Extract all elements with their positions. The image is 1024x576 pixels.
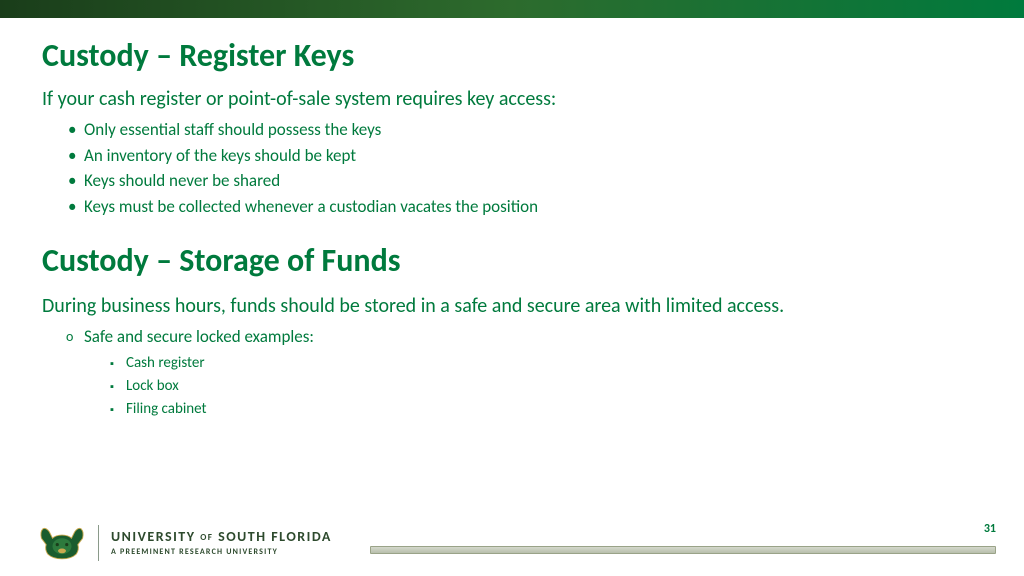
top-gradient-bar [0,0,1024,18]
bullets-register-keys: Only essential staff should possess the … [42,117,982,219]
list-item: Safe and secure locked examples: Cash re… [84,324,982,421]
slide-content: Custody – Register Keys If your cash reg… [0,18,1024,421]
sublist-label: Safe and secure locked examples: [84,326,314,347]
university-name: UNIVERSITY OF SOUTH FLORIDA [111,530,332,544]
intro-storage-funds: During business hours, funds should be s… [42,294,982,318]
heading-storage-funds: Custody – Storage of Funds [42,241,982,280]
usf-logo: UNIVERSITY OF SOUTH FLORIDA A PREEMINENT… [38,524,332,562]
university-tagline: A PREEMINENT RESEARCH UNIVERSITY [111,547,332,557]
list-item: Keys should never be shared [84,168,982,194]
slide-footer: UNIVERSITY OF SOUTH FLORIDA A PREEMINENT… [0,512,1024,562]
list-item: An inventory of the keys should be kept [84,143,982,169]
sublist-storage: Safe and secure locked examples: Cash re… [42,324,982,421]
univ-post: SOUTH FLORIDA [218,528,332,545]
list-item: Keys must be collected whenever a custod… [84,194,982,220]
intro-register-keys: If your cash register or point-of-sale s… [42,87,982,111]
examples-list: Cash register Lock box Filing cabinet [84,352,982,422]
list-item: Cash register [126,352,982,375]
logo-divider [98,525,99,561]
footer-bar [370,546,996,554]
list-item: Lock box [126,375,982,398]
list-item: Filing cabinet [126,398,982,421]
heading-register-keys: Custody – Register Keys [42,36,982,75]
bull-icon [38,524,86,562]
logo-text: UNIVERSITY OF SOUTH FLORIDA A PREEMINENT… [111,530,332,557]
univ-pre: UNIVERSITY [111,528,196,545]
list-item: Only essential staff should possess the … [84,117,982,143]
univ-of: OF [200,532,213,543]
page-number: 31 [984,522,996,536]
